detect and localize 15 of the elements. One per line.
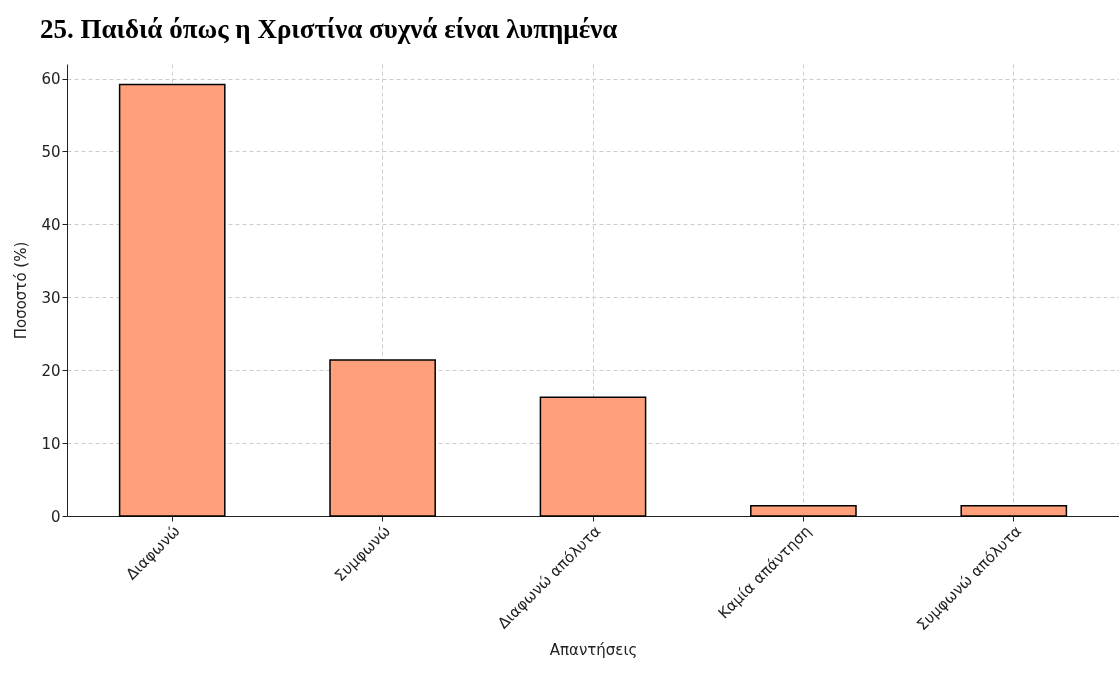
bar bbox=[960, 505, 1068, 517]
bar bbox=[118, 83, 226, 517]
y-axis-title: Ποσοστό (%) bbox=[12, 241, 31, 340]
y-tick-label: 60 bbox=[41, 70, 61, 89]
y-tick-label: 10 bbox=[41, 434, 61, 453]
bar bbox=[750, 505, 857, 517]
y-tick-label: 0 bbox=[50, 507, 61, 526]
bar bbox=[329, 359, 436, 517]
x-axis-title: Απαντήσεις bbox=[549, 641, 638, 660]
y-tick-label: 30 bbox=[41, 288, 61, 307]
y-tick-label: 40 bbox=[41, 215, 61, 234]
y-tick-label: 20 bbox=[41, 361, 61, 380]
bar bbox=[539, 396, 647, 517]
chart-title: 25. Παιδιά όπως η Χριστίνα συχνά είναι λυπημένα bbox=[40, 14, 618, 44]
y-tick-label: 50 bbox=[41, 142, 61, 161]
